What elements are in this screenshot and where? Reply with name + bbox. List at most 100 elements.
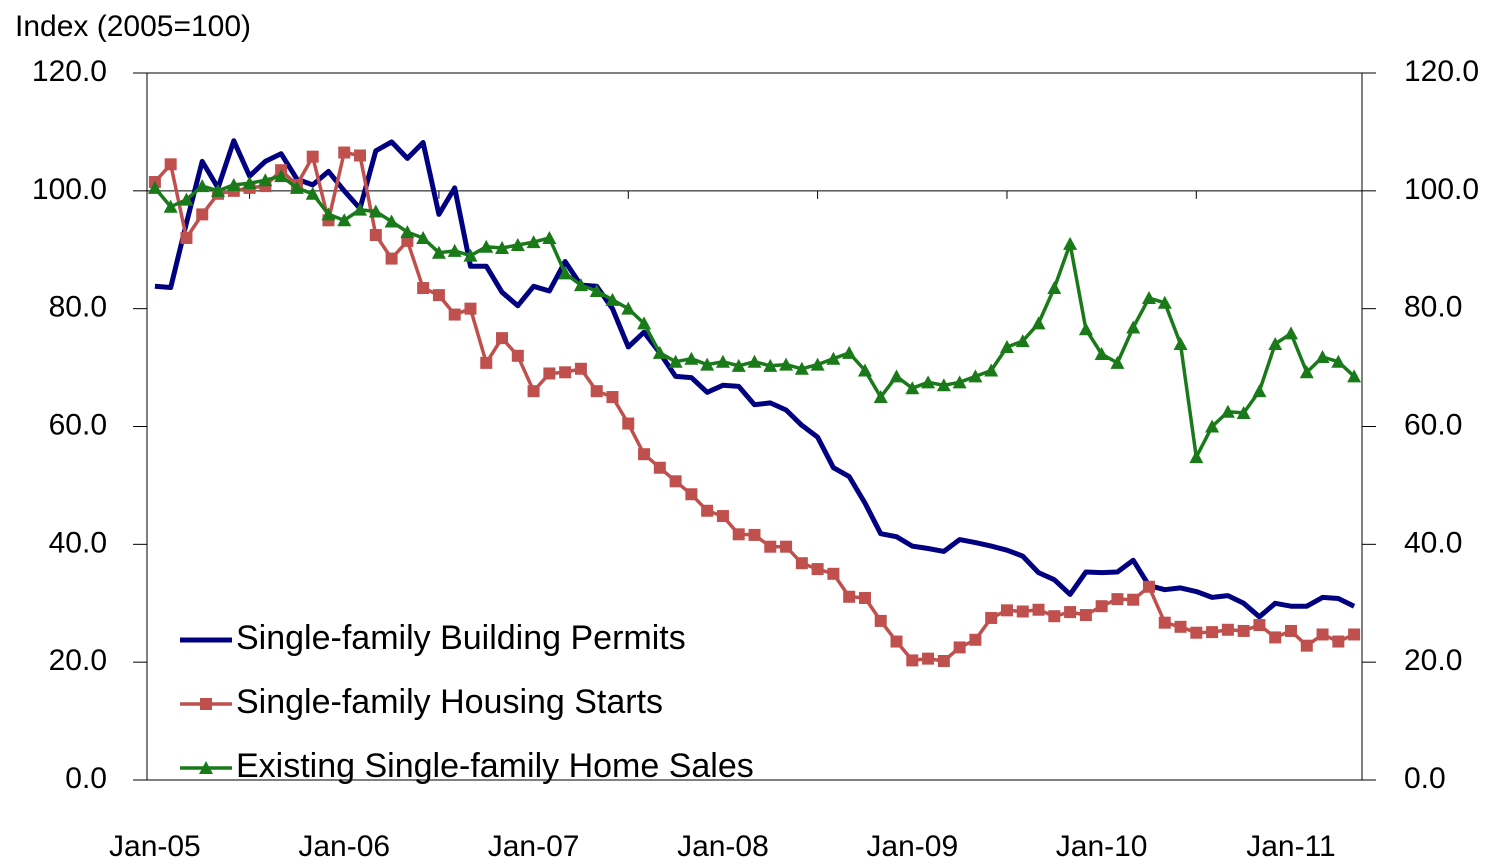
marker bbox=[305, 186, 320, 200]
legend-label: Existing Single-family Home Sales bbox=[236, 747, 754, 785]
marker bbox=[1252, 384, 1267, 398]
marker bbox=[1347, 369, 1362, 383]
marker bbox=[1221, 623, 1234, 636]
marker bbox=[921, 375, 936, 389]
y2-tick-label: 40.0 bbox=[1404, 526, 1462, 559]
legend-marker bbox=[199, 761, 213, 774]
marker bbox=[858, 591, 871, 604]
marker bbox=[258, 173, 273, 187]
marker bbox=[385, 252, 398, 265]
marker bbox=[747, 354, 762, 368]
marker bbox=[384, 214, 399, 228]
marker bbox=[480, 356, 493, 369]
marker bbox=[1332, 635, 1345, 648]
marker bbox=[274, 169, 289, 183]
marker bbox=[1047, 281, 1062, 295]
marker bbox=[196, 208, 209, 221]
plot-frame bbox=[146, 72, 1363, 781]
marker bbox=[1300, 639, 1313, 652]
marker bbox=[180, 231, 193, 244]
marker bbox=[1063, 236, 1078, 250]
marker bbox=[701, 504, 714, 517]
marker bbox=[1000, 604, 1013, 617]
x-tick-label: Jan-09 bbox=[866, 830, 958, 863]
marker bbox=[1048, 610, 1061, 623]
marker bbox=[1095, 600, 1108, 613]
marker bbox=[1032, 603, 1045, 616]
y2-tick-label: 20.0 bbox=[1404, 644, 1462, 677]
y-tick-label: 60.0 bbox=[49, 408, 107, 441]
marker bbox=[732, 528, 745, 541]
marker bbox=[748, 528, 761, 541]
marker bbox=[558, 266, 573, 280]
marker bbox=[668, 354, 683, 368]
marker bbox=[338, 146, 351, 159]
marker bbox=[638, 448, 651, 461]
marker bbox=[968, 369, 983, 383]
marker bbox=[984, 363, 999, 377]
y-tick-label: 0.0 bbox=[65, 762, 107, 795]
marker bbox=[179, 192, 194, 206]
marker bbox=[669, 475, 682, 488]
marker bbox=[1016, 605, 1029, 618]
marker bbox=[1348, 628, 1361, 641]
marker bbox=[1220, 404, 1235, 418]
marker bbox=[573, 278, 588, 292]
marker bbox=[479, 239, 494, 253]
marker bbox=[922, 652, 935, 665]
marker bbox=[936, 378, 951, 392]
marker bbox=[890, 635, 903, 648]
legend-marker bbox=[200, 698, 212, 710]
marker bbox=[826, 351, 841, 365]
marker bbox=[937, 654, 950, 667]
series-line bbox=[154, 138, 1356, 620]
marker bbox=[464, 302, 477, 315]
y2-tick-label: 60.0 bbox=[1404, 408, 1462, 441]
marker bbox=[1111, 593, 1124, 606]
marker bbox=[1237, 624, 1250, 637]
marker bbox=[289, 180, 304, 194]
marker bbox=[952, 375, 967, 389]
marker bbox=[1141, 291, 1156, 305]
y-axis-title: Index (2005=100) bbox=[15, 10, 251, 43]
marker bbox=[1079, 609, 1092, 622]
marker bbox=[906, 654, 919, 667]
marker bbox=[684, 351, 699, 365]
marker bbox=[1015, 334, 1030, 348]
marker bbox=[195, 179, 210, 193]
marker bbox=[1284, 624, 1297, 637]
x-tick-label: Jan-06 bbox=[298, 830, 390, 863]
marker bbox=[353, 202, 368, 216]
marker bbox=[1031, 316, 1046, 330]
marker bbox=[795, 557, 808, 570]
marker bbox=[511, 349, 524, 362]
marker bbox=[574, 362, 587, 375]
marker bbox=[827, 567, 840, 580]
marker bbox=[1315, 349, 1330, 363]
marker bbox=[605, 292, 620, 306]
marker bbox=[368, 204, 383, 218]
marker bbox=[495, 240, 510, 254]
y-tick-label: 100.0 bbox=[32, 173, 107, 206]
marker bbox=[999, 339, 1014, 353]
marker bbox=[874, 614, 887, 627]
marker bbox=[811, 563, 824, 576]
marker bbox=[526, 235, 541, 249]
marker bbox=[1142, 580, 1155, 593]
marker bbox=[1173, 337, 1188, 351]
marker bbox=[416, 230, 431, 244]
marker bbox=[985, 611, 998, 624]
marker bbox=[764, 540, 777, 553]
marker bbox=[147, 180, 162, 194]
marker bbox=[969, 633, 982, 646]
marker bbox=[1127, 593, 1140, 606]
marker bbox=[606, 391, 619, 404]
x-tick-label: Jan-07 bbox=[488, 830, 580, 863]
marker bbox=[1253, 619, 1266, 632]
marker bbox=[716, 510, 729, 523]
marker bbox=[873, 390, 888, 404]
marker bbox=[1299, 365, 1314, 379]
marker bbox=[1316, 628, 1329, 641]
marker bbox=[1269, 631, 1282, 644]
